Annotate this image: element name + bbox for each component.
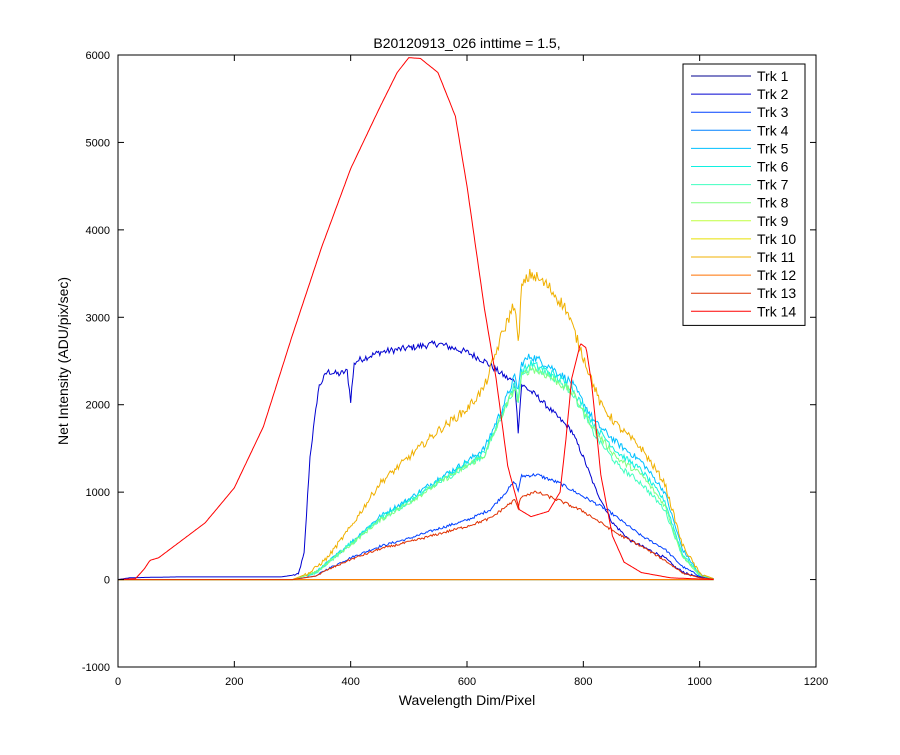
legend-label-trk-9: Trk 9	[757, 213, 789, 229]
legend-label-trk-7: Trk 7	[757, 177, 789, 193]
x-tick-label: 200	[225, 676, 243, 688]
y-tick-label: 6000	[86, 50, 110, 62]
x-tick-label: 800	[574, 676, 592, 688]
y-tick-label: 1000	[86, 487, 110, 499]
y-tick-label: 2000	[86, 400, 110, 412]
legend-label-trk-2: Trk 2	[757, 86, 789, 102]
x-tick-label: 1000	[687, 676, 711, 688]
y-tick-label: 3000	[86, 312, 110, 324]
legend[interactable]: Trk 1 Trk 2 Trk 3 Trk 4 Trk 5 Trk 6 Trk 7 Trk 8…	[682, 63, 806, 326]
y-tick-label: 5000	[86, 137, 110, 149]
legend-label-trk-5: Trk 5	[757, 140, 789, 156]
x-axis-label: Wavelength Dim/Pixel	[399, 692, 535, 708]
y-tick-label: 0	[104, 575, 110, 587]
y-axis-label: Net Intensity (ADU/pix/sec)	[55, 277, 71, 445]
x-tick-label: 0	[115, 676, 121, 688]
series-line-trk-14	[117, 57, 714, 581]
series-line-trk-2	[117, 340, 714, 581]
legend-label-trk-3: Trk 3	[757, 104, 789, 120]
legend-box	[682, 63, 806, 326]
legend-label-trk-4: Trk 4	[757, 122, 789, 138]
y-tick-label: 4000	[86, 225, 110, 237]
legend-label-trk-11: Trk 11	[757, 249, 795, 265]
y-tick-label: -1000	[82, 662, 110, 674]
legend-label-trk-1: Trk 1	[757, 68, 789, 84]
legend-label-trk-6: Trk 6	[757, 159, 789, 175]
axes-layer: 0 200 400 600 800 1000 1200 -1000 0 1000 2000 3000 4…	[82, 50, 828, 688]
legend-label-trk-13: Trk 13	[757, 285, 796, 301]
x-tick-label: 600	[458, 676, 476, 688]
series-line-trk-13	[118, 490, 714, 581]
series-layer	[117, 57, 714, 581]
legend-label-trk-14: Trk 14	[757, 303, 796, 319]
legend-label-trk-8: Trk 8	[757, 195, 789, 211]
chart-title: B20120913_026 inttime = 1.5,	[373, 35, 560, 51]
legend-label-trk-10: Trk 10	[757, 231, 796, 247]
x-tick-label: 400	[341, 676, 359, 688]
legend-label-trk-12: Trk 12	[757, 267, 796, 283]
x-tick-label: 1200	[804, 676, 828, 688]
